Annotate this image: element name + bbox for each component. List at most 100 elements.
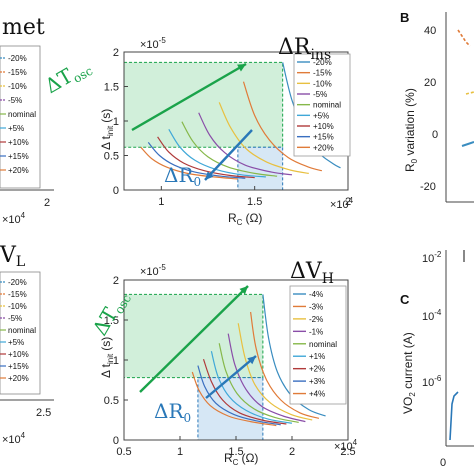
shaded-regions (123, 61, 284, 191)
partial-legend-entry: -5% (8, 96, 22, 105)
panel-b-ylabel: R0 variation (%) (403, 88, 419, 172)
legend-entry: -2% (309, 315, 323, 324)
panel-b-series-orange (457, 29, 471, 47)
annotation-arrows (139, 285, 257, 399)
panel-c-series-blue (449, 391, 459, 441)
panel-c-letter: C (400, 292, 410, 307)
delta-r0-arrow (204, 129, 253, 181)
delta-r0-arrow-head (205, 171, 214, 180)
x-tick-label: 1.5 (228, 446, 243, 458)
legend-entry: +4% (309, 390, 325, 399)
x-exponent: ×104 (330, 196, 354, 211)
legend-entry: nominal (313, 101, 341, 110)
legend-entry: +3% (309, 377, 325, 386)
legend-entry: -4% (309, 290, 323, 299)
shaded-regions (123, 293, 264, 441)
series-line-+2% (202, 359, 287, 425)
legend-entry: +2% (309, 365, 325, 374)
panel-b-ytick: 20 (424, 77, 436, 89)
y-tick-label: 0 (113, 185, 119, 197)
series-line--15% (242, 81, 323, 172)
partial-legend-entry: -20% (8, 278, 27, 287)
y-tick-label: 1.5 (104, 315, 119, 327)
series-line--1% (227, 333, 306, 423)
partial-legend-entry: +5% (8, 338, 24, 347)
delta-r0-label: ΔR0 (154, 399, 191, 425)
delta-t-osc-arrow-head (239, 286, 248, 295)
delta-t-osc-label: ΔTosc (41, 53, 96, 100)
x-axis-label: RC (Ω) (228, 211, 262, 227)
partial-legend-entry: +10% (8, 138, 29, 147)
x-tick-label: 0.5 (116, 446, 131, 458)
series-lines (140, 62, 341, 180)
y-axis-label: Δ tinit(s) (99, 337, 115, 378)
partial-panel-title: met (2, 15, 45, 40)
chart-delta-r-ins: 1 1.5 2 0 0.5 1 1.5 2 -20% -15%-10% -5% nominal+5%… (41, 35, 354, 227)
panel-b-ytick: 0 (432, 129, 438, 141)
series-line--4% (262, 294, 326, 417)
y-tick-label: 0 (113, 435, 119, 447)
y-tick-label: 2 (113, 275, 119, 287)
partial-legend-entry: -15% (8, 290, 27, 299)
panel-c-ytick: 10-6 (422, 374, 442, 389)
y-tick-label: 0.5 (104, 395, 119, 407)
series-line-nominal (218, 343, 299, 423)
panel-c-partial: C 10-2 10-4 10-6 VO2 current (A) 0 (400, 250, 474, 469)
delta-t-osc-region (124, 294, 263, 378)
series-line-nominal (181, 121, 278, 177)
y-exponent: ×10-5 (140, 36, 166, 51)
partial-legend-entry: +5% (8, 124, 24, 133)
panel-b-series-yellow (465, 91, 474, 95)
x-tick-label: 1 (158, 196, 164, 208)
delta-t-osc-region (124, 62, 283, 148)
delta-t-osc-arrow (139, 285, 249, 393)
x-axis-label: RC (Ω) (224, 451, 258, 467)
x-tick-label: 2 (345, 196, 351, 208)
panel-b-letter: B (400, 10, 409, 25)
series-line--2% (237, 323, 313, 421)
legend-entry: +1% (309, 352, 325, 361)
panel-b-partial: B 40 20 0 -20 R0 variation (%) (400, 10, 474, 203)
partial-panel-title: VL (0, 243, 25, 270)
legend-entry: +10% (313, 122, 334, 131)
panel-b-ytick: 40 (424, 25, 436, 37)
chart-title: ΔVH (290, 259, 334, 287)
y-tick-label: 2 (113, 47, 119, 59)
delta-t-osc-region-border (123, 61, 284, 148)
panel-b-series-blue (461, 141, 474, 147)
legend-entry: +15% (313, 133, 334, 142)
series-line-+4% (191, 371, 277, 427)
y-tick-label: 1 (113, 116, 119, 128)
partial-legend: -20% -15% -10% -5% nominal +5% +10% +15% +20% (0, 278, 36, 383)
legend-entry: -3% (309, 302, 323, 311)
partial-legend-entry: -20% (8, 54, 27, 63)
legend-entry: +5% (313, 111, 329, 120)
panel-c-ytick: 10-2 (422, 250, 442, 265)
delta-r0-arrow (205, 355, 257, 399)
tick-labels: 1 1.5 2 0 0.5 1 1.5 2 (104, 47, 351, 208)
panel-c-xtick: 0 (440, 457, 446, 469)
partial-legend-entry: +20% (8, 166, 29, 175)
delta-t-osc-arrow (131, 62, 247, 132)
partial-legend-entry: -10% (8, 82, 27, 91)
partial-legend-entry: -15% (8, 68, 27, 77)
series-lines (191, 294, 326, 427)
delta-r0-label: ΔR0 (164, 163, 201, 189)
partial-panel-top-left: met -20% -15% -10% -5% nominal +5% +10% +15% +20… (0, 15, 54, 226)
partial-legend-entry: +10% (8, 350, 29, 359)
panel-b-ytick: -20 (420, 181, 436, 193)
partial-legend-entry: +15% (8, 152, 29, 161)
legend-entry: -20% (313, 58, 332, 67)
delta-r0-region (197, 377, 263, 440)
y-exponent: ×10-5 (140, 263, 166, 278)
legend-entry: -5% (313, 90, 327, 99)
y-axis-label: Δ tinit(s) (99, 109, 115, 150)
chart-delta-v-h: 0.5 1 1.5 2 2.500.511.52 -4%-3%-2%-1%nominal… (88, 259, 358, 467)
partial-x-tick: 2.5 (36, 407, 51, 419)
legend-entry: +20% (313, 143, 334, 152)
y-tick-label: 0.5 (104, 151, 119, 163)
partial-x-tick: 2 (44, 197, 50, 209)
series-line-+10% (157, 136, 255, 179)
series-line--10% (218, 102, 309, 174)
